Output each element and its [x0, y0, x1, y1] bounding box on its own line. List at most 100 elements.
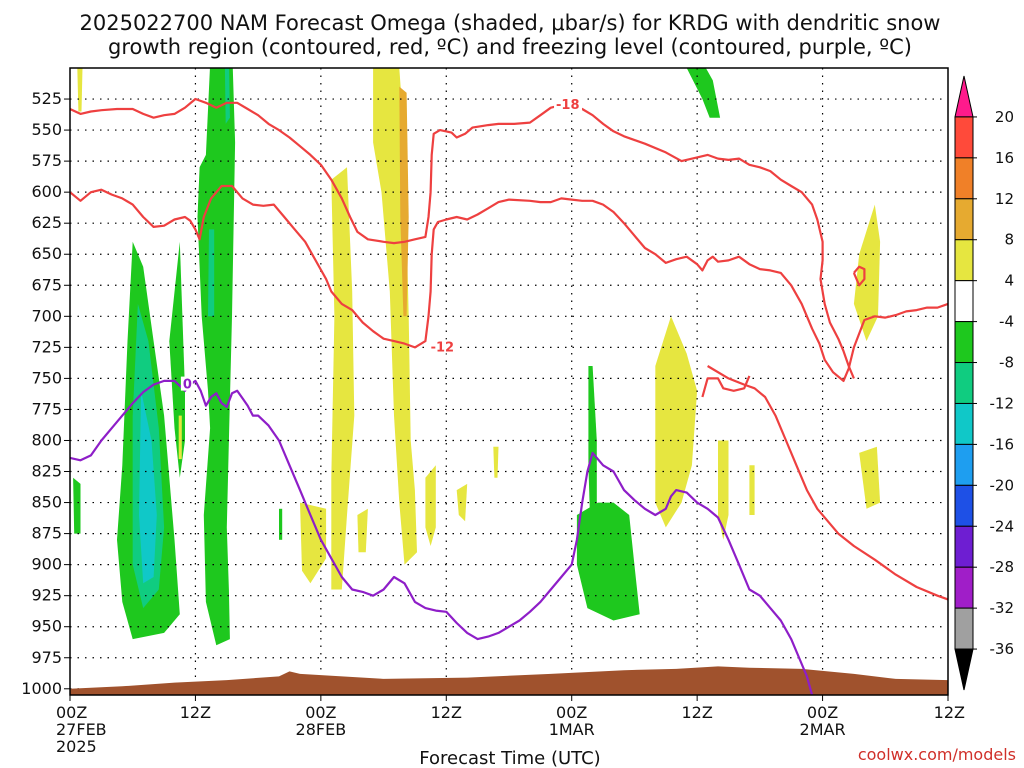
colorbar-label-7: -12 — [990, 394, 1015, 412]
omega-region-9 — [77, 68, 83, 112]
omega-region-13 — [399, 86, 409, 317]
colorbar-bin-1 — [954, 116, 974, 159]
omega-region-16 — [300, 502, 327, 584]
y-tick-label-550: 550 — [31, 120, 62, 139]
colorbar-bin-6 — [954, 321, 974, 364]
red-contour-line-4 — [852, 265, 866, 287]
colorbar-label-3: 8 — [1004, 231, 1014, 249]
x-tick-label-48: 00Z — [556, 703, 587, 722]
omega-region-11 — [331, 167, 355, 590]
colorbar-bin-12 — [954, 566, 974, 609]
colorbar-bin-14 — [954, 648, 974, 691]
y-tick-label-675: 675 — [31, 275, 62, 294]
colorbar-label-12: -32 — [990, 599, 1015, 617]
red-contour-line-2 — [707, 365, 948, 601]
chart-title-line1: 2025022700 NAM Forecast Omega (shaded, μ… — [80, 11, 941, 35]
y-tick-label-650: 650 — [31, 244, 62, 263]
purple-contour-label-0: 0 — [183, 378, 192, 393]
y-tick-label-575: 575 — [31, 151, 62, 170]
omega-region-26 — [686, 68, 721, 118]
x-tick-year-0: 2025 — [56, 737, 97, 756]
colorbar-label-0: 20 — [995, 108, 1014, 126]
omega-region-23 — [859, 446, 881, 509]
colorbar-bin-5 — [954, 280, 974, 323]
x-tick-date-72: 2MAR — [800, 720, 846, 739]
colorbar-bin-7 — [954, 362, 974, 404]
omega-region-15 — [456, 483, 468, 522]
colorbar-bin-2 — [954, 157, 974, 200]
y-tick-label-725: 725 — [31, 337, 62, 356]
y-tick-label-875: 875 — [31, 524, 62, 543]
colorbar-label-5: -4 — [999, 313, 1014, 331]
x-tick-label-36: 12Z — [431, 703, 462, 722]
red-contour-label-bg-0 — [554, 97, 583, 112]
y-tick-label-525: 525 — [31, 89, 62, 108]
colorbar-label-8: -16 — [990, 435, 1015, 453]
colorbar-label-1: 16 — [995, 149, 1014, 167]
x-tick-label-84: 12Z — [934, 703, 965, 722]
colorbar-bin-3 — [954, 198, 974, 241]
credit-text: coolwx.com/models — [858, 745, 1016, 764]
omega-region-7 — [73, 477, 81, 534]
y-tick-label-700: 700 — [31, 306, 62, 325]
red-contour-line-0 — [70, 97, 855, 379]
omega-region-24 — [588, 366, 597, 534]
omega-region-2 — [139, 390, 157, 584]
red-contour-label-1: -12 — [431, 340, 455, 355]
chart-title-line2: growth region (contoured, red, ºC) and f… — [108, 35, 912, 59]
surface-fill — [70, 666, 948, 695]
colorbar-label-2: 12 — [995, 190, 1014, 208]
colorbar-label-6: -8 — [999, 354, 1014, 372]
x-tick-date-48: 1MAR — [549, 720, 595, 739]
colorbar-bin-4 — [954, 239, 974, 282]
y-tick-label-825: 825 — [31, 462, 62, 481]
colorbar-label-13: -36 — [990, 640, 1015, 658]
colorbar-label-9: -20 — [990, 476, 1015, 494]
purple-contour-line-0 — [70, 379, 814, 695]
x-tick-label-24: 00Z — [305, 703, 336, 722]
colorbar-bin-8 — [954, 402, 974, 445]
omega-region-21 — [749, 465, 755, 515]
red-contour-label-bg-1 — [428, 339, 457, 354]
y-tick-label-625: 625 — [31, 213, 62, 232]
red-contour-line-1 — [70, 184, 948, 382]
omega-region-18 — [493, 446, 499, 478]
freezing-level-contours: 0 — [70, 376, 814, 695]
y-tick-label-950: 950 — [31, 617, 62, 636]
red-contour-label-0: -18 — [556, 98, 580, 113]
y-axis-ticks: 525 550 575 600 625 650 675 700 725 750 775 800 825 8… — [21, 89, 70, 698]
omega-region-5 — [224, 68, 230, 124]
y-tick-label-975: 975 — [31, 648, 62, 667]
omega-region-20 — [718, 440, 729, 540]
omega-shading — [73, 68, 881, 646]
colorbar-bin-10 — [954, 484, 974, 527]
omega-region-6 — [208, 229, 215, 317]
y-tick-label-900: 900 — [31, 555, 62, 574]
purple-contour-label-bg-0 — [180, 376, 193, 391]
omega-region-4 — [197, 68, 236, 646]
colorbar-bin-11 — [954, 525, 974, 568]
omega-region-22 — [853, 204, 881, 342]
omega-region-10 — [178, 415, 182, 460]
x-tick-label-12: 12Z — [180, 703, 211, 722]
y-tick-label-775: 775 — [31, 399, 62, 418]
x-tick-date-24: 28FEB — [296, 720, 347, 739]
omega-region-25 — [576, 502, 640, 621]
omega-region-17 — [357, 508, 368, 553]
x-tick-label-0: 00Z — [56, 703, 87, 722]
omega-region-12 — [373, 68, 417, 565]
x-axis-label: Forecast Time (UTC) — [419, 748, 600, 768]
x-tick-label-60: 12Z — [681, 703, 712, 722]
y-tick-label-925: 925 — [31, 586, 62, 605]
plot-frame — [69, 67, 949, 696]
y-tick-label-850: 850 — [31, 493, 62, 512]
y-tick-label-800: 800 — [31, 430, 62, 449]
x-tick-date-0: 27FEB — [56, 720, 107, 739]
colorbar-bin-13 — [954, 607, 974, 650]
colorbar-label-4: 4 — [1004, 272, 1014, 290]
y-tick-label-750: 750 — [31, 368, 62, 387]
y-tick-label-600: 600 — [31, 182, 62, 201]
